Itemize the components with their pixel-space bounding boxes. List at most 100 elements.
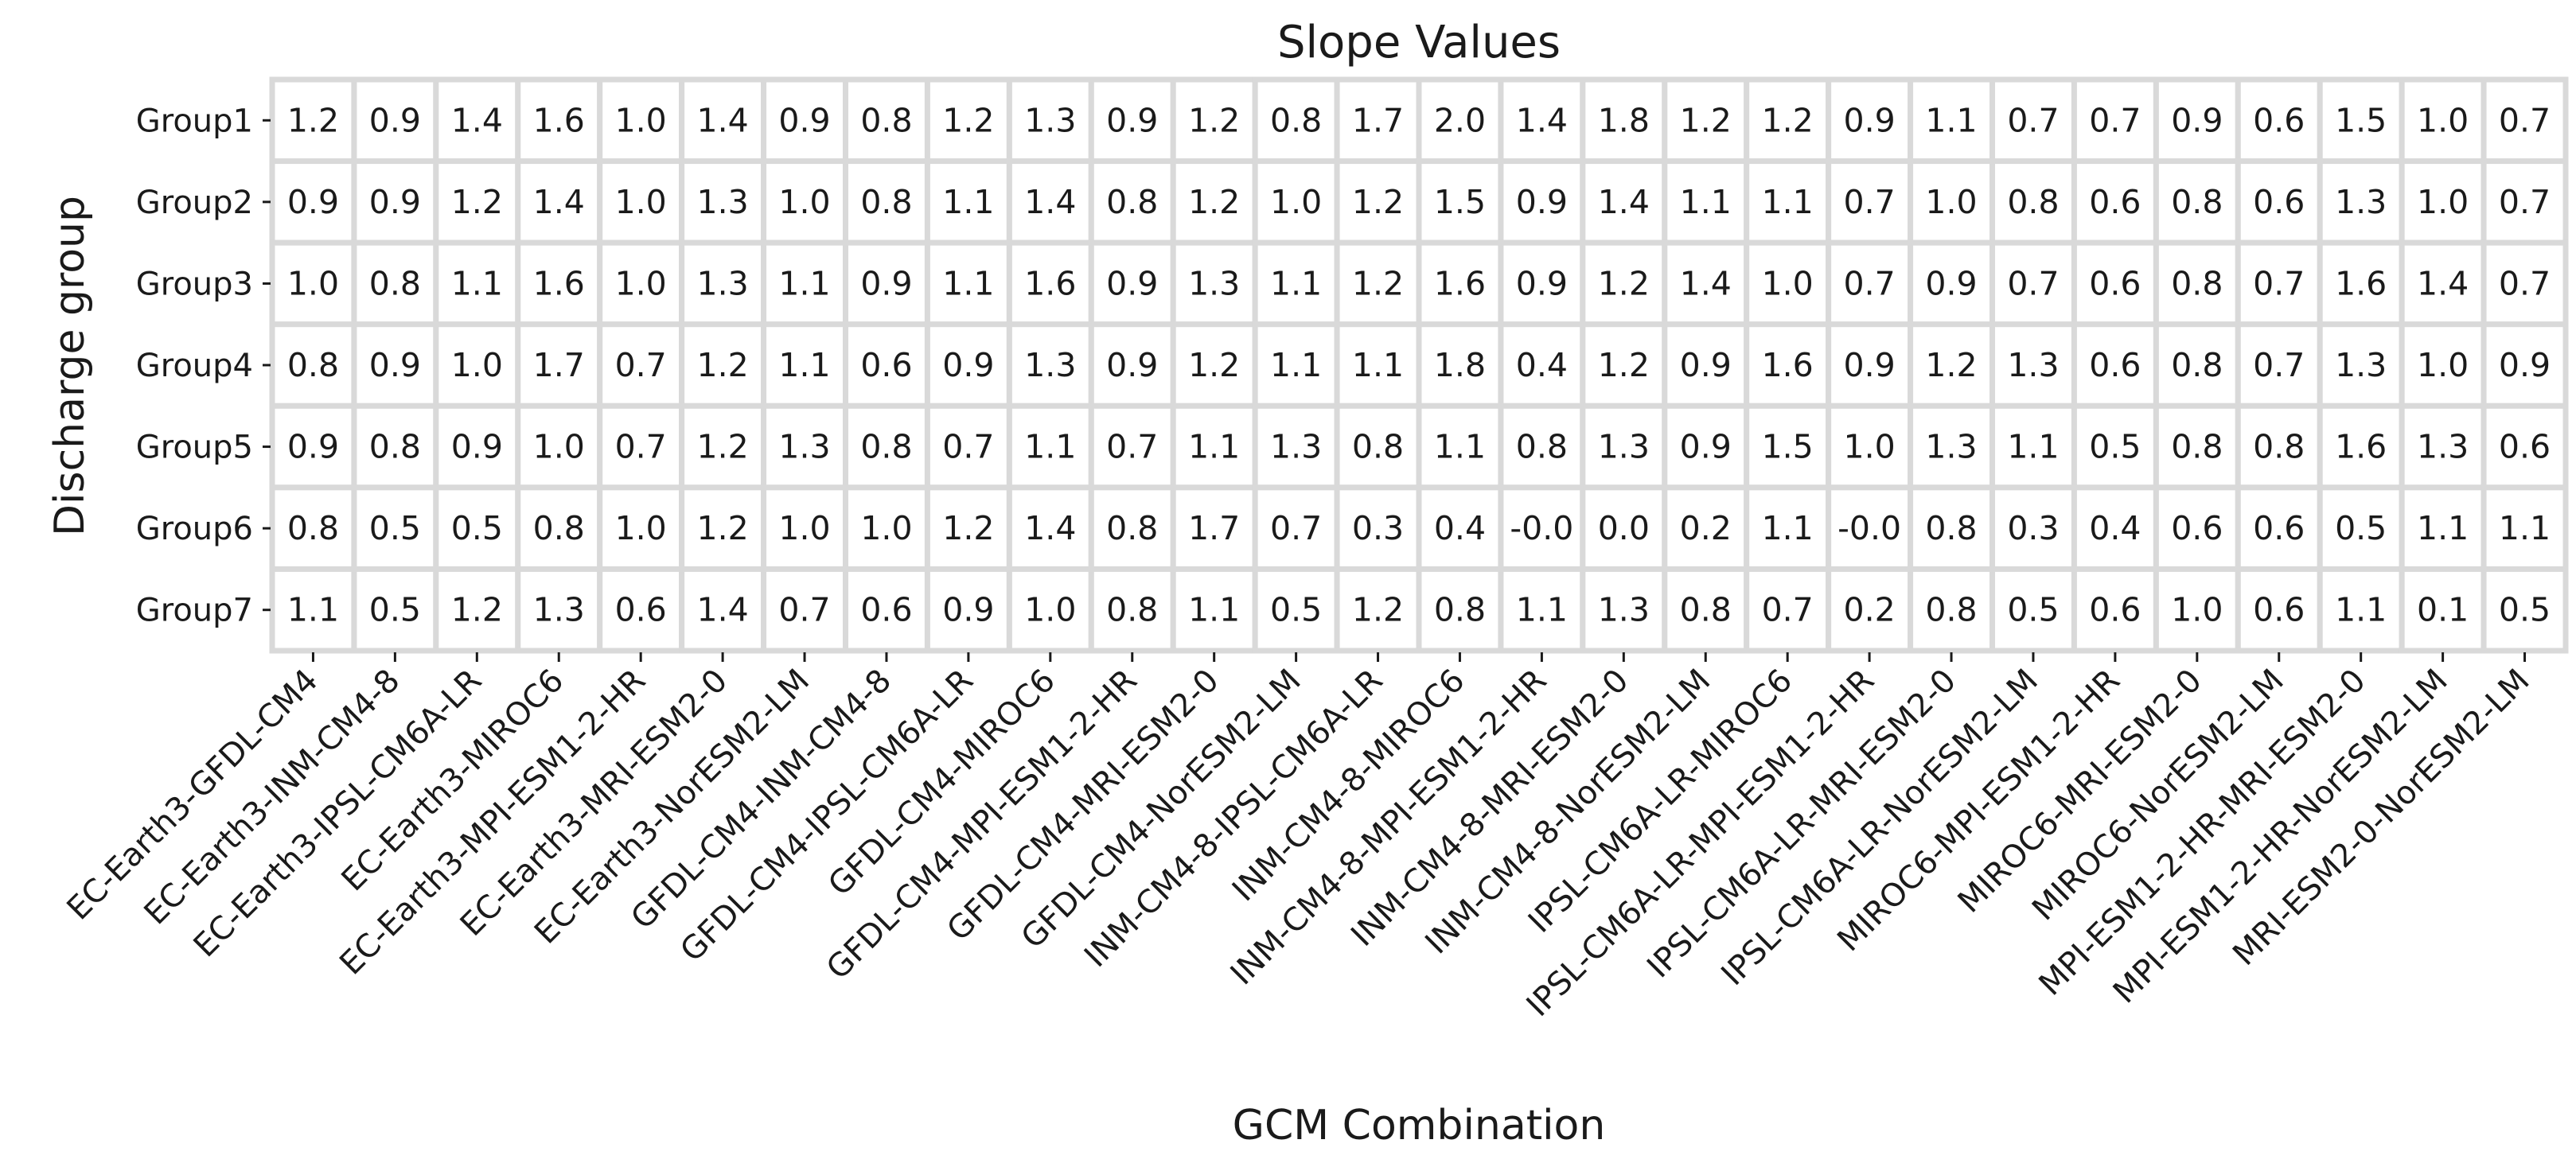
cell-value-label: 1.2 [1598, 346, 1650, 384]
table-cell [1662, 239, 1750, 328]
cell-value-label: 0.5 [2089, 428, 2141, 466]
cell-value-label: 1.1 [1188, 428, 1240, 466]
cell-value-label: 0.7 [615, 346, 667, 384]
table-cell [597, 239, 685, 328]
cell-value-label: 0.8 [1925, 591, 1977, 629]
cell-value-label: 0.3 [2007, 509, 2059, 547]
cell-value-label: 0.9 [942, 346, 994, 384]
cell-value-label: 1.3 [696, 264, 748, 302]
cell-value-label: 1.3 [1188, 264, 1240, 302]
cell-value-label: 0.9 [369, 101, 421, 139]
cell-value-label: 0.7 [2499, 101, 2551, 139]
cell-value-label: 1.6 [1434, 264, 1486, 302]
cell-value-label: 1.6 [533, 264, 585, 302]
cell-value-label: 1.2 [1925, 346, 1977, 384]
cell-value-label: 1.0 [615, 264, 667, 302]
table-cell [1006, 76, 1094, 165]
cell-value-label: 1.0 [2417, 101, 2469, 139]
cell-value-label: 0.9 [287, 428, 339, 466]
cell-value-label: 0.9 [1680, 428, 1732, 466]
table-cell [1334, 321, 1422, 409]
row-tick-label: Group2 [136, 185, 253, 221]
cell-value-label: 0.8 [1516, 428, 1568, 466]
cell-value-label: 1.0 [1270, 183, 1322, 221]
cell-value-label: 0.6 [2253, 509, 2305, 547]
cell-value-label: 0.8 [2007, 183, 2059, 221]
cell-value-label: 1.3 [1598, 428, 1650, 466]
cell-value-label: 1.4 [2417, 264, 2469, 302]
cell-value-label: 0.7 [1270, 509, 1322, 547]
cell-value-label: 1.1 [778, 264, 830, 302]
cell-value-label: 1.1 [942, 183, 994, 221]
cell-value-label: 1.4 [451, 101, 503, 139]
cell-value-label: 1.4 [1516, 101, 1568, 139]
cell-value-label: 0.5 [2007, 591, 2059, 629]
cell-value-label: 0.9 [860, 264, 912, 302]
cell-value-label: 0.7 [942, 428, 994, 466]
table-cell [2481, 239, 2569, 328]
cell-value-label: 0.9 [1516, 183, 1568, 221]
table-cell [2153, 321, 2241, 409]
cell-value-label: 0.8 [1925, 509, 1977, 547]
cell-value-label: 1.3 [1024, 346, 1076, 384]
cell-value-label: 1.0 [615, 101, 667, 139]
table-cell [1170, 321, 1258, 409]
table-cell [924, 403, 1012, 491]
table-cell [1908, 239, 1996, 328]
table-cell [843, 76, 930, 165]
cell-value-label: 1.8 [1434, 346, 1486, 384]
cell-value-label: 1.7 [533, 346, 585, 384]
cell-value-label: 0.9 [369, 346, 421, 384]
cell-value-label: 1.6 [2335, 428, 2387, 466]
table-cell [1498, 239, 1586, 328]
cell-value-label: 1.2 [1352, 183, 1404, 221]
table-cell [1744, 76, 1832, 165]
cell-value-label: 1.2 [1188, 101, 1240, 139]
cell-value-label: 0.8 [2171, 428, 2223, 466]
cell-value-label: 1.4 [1024, 509, 1076, 547]
cell-value-label: 1.0 [615, 509, 667, 547]
cell-value-label: 1.2 [1188, 183, 1240, 221]
cell-value-label: 1.1 [2007, 428, 2059, 466]
cell-value-label: 1.1 [942, 264, 994, 302]
cell-value-label: 1.1 [1680, 183, 1732, 221]
table-cell [1908, 566, 1996, 654]
cell-value-label: 0.8 [1270, 101, 1322, 139]
cell-value-label: 1.6 [1762, 346, 1814, 384]
cell-value-label: 1.8 [1598, 101, 1650, 139]
table-cell [515, 321, 603, 409]
cell-value-label: 0.6 [2253, 101, 2305, 139]
cell-value-label: 1.1 [1270, 346, 1322, 384]
table-cell [2071, 158, 2159, 246]
table-cell [597, 321, 685, 409]
cell-value-label: 1.6 [2335, 264, 2387, 302]
table-cell [2317, 158, 2405, 246]
cell-value-label: 1.3 [1925, 428, 1977, 466]
column-tick-labels: EC-Earth3-GFDL-CM4EC-Earth3-INM-CM4-8EC-… [60, 652, 2537, 1024]
table-cell [2481, 484, 2569, 572]
cell-value-label: 1.3 [696, 183, 748, 221]
cell-value-label: 0.8 [2171, 183, 2223, 221]
row-tick-label: Group6 [136, 511, 253, 547]
cell-value-label: 0.8 [1352, 428, 1404, 466]
table-cell [433, 239, 521, 328]
cell-value-label: 0.7 [1106, 428, 1158, 466]
cell-value-label: 0.8 [860, 101, 912, 139]
row-tick-label: Group3 [136, 266, 253, 302]
cell-value-label: 1.2 [451, 591, 503, 629]
table-cell [1662, 566, 1750, 654]
cell-value-label: 0.6 [860, 591, 912, 629]
cell-value-label: 0.5 [1270, 591, 1322, 629]
cell-value-label: 1.0 [615, 183, 667, 221]
cell-value-label: -0.0 [1837, 509, 1901, 547]
cell-value-label: 1.3 [1024, 101, 1076, 139]
table-cell [597, 566, 685, 654]
table-cell [2071, 239, 2159, 328]
cell-value-label: 1.3 [2417, 428, 2469, 466]
table-cell [1662, 158, 1750, 246]
row-tick-label: Group1 [136, 103, 253, 139]
cell-value-label: 0.8 [1106, 509, 1158, 547]
cell-value-label: 1.0 [2417, 183, 2469, 221]
cell-value-label: 1.4 [533, 183, 585, 221]
cell-value-label: 0.9 [451, 428, 503, 466]
